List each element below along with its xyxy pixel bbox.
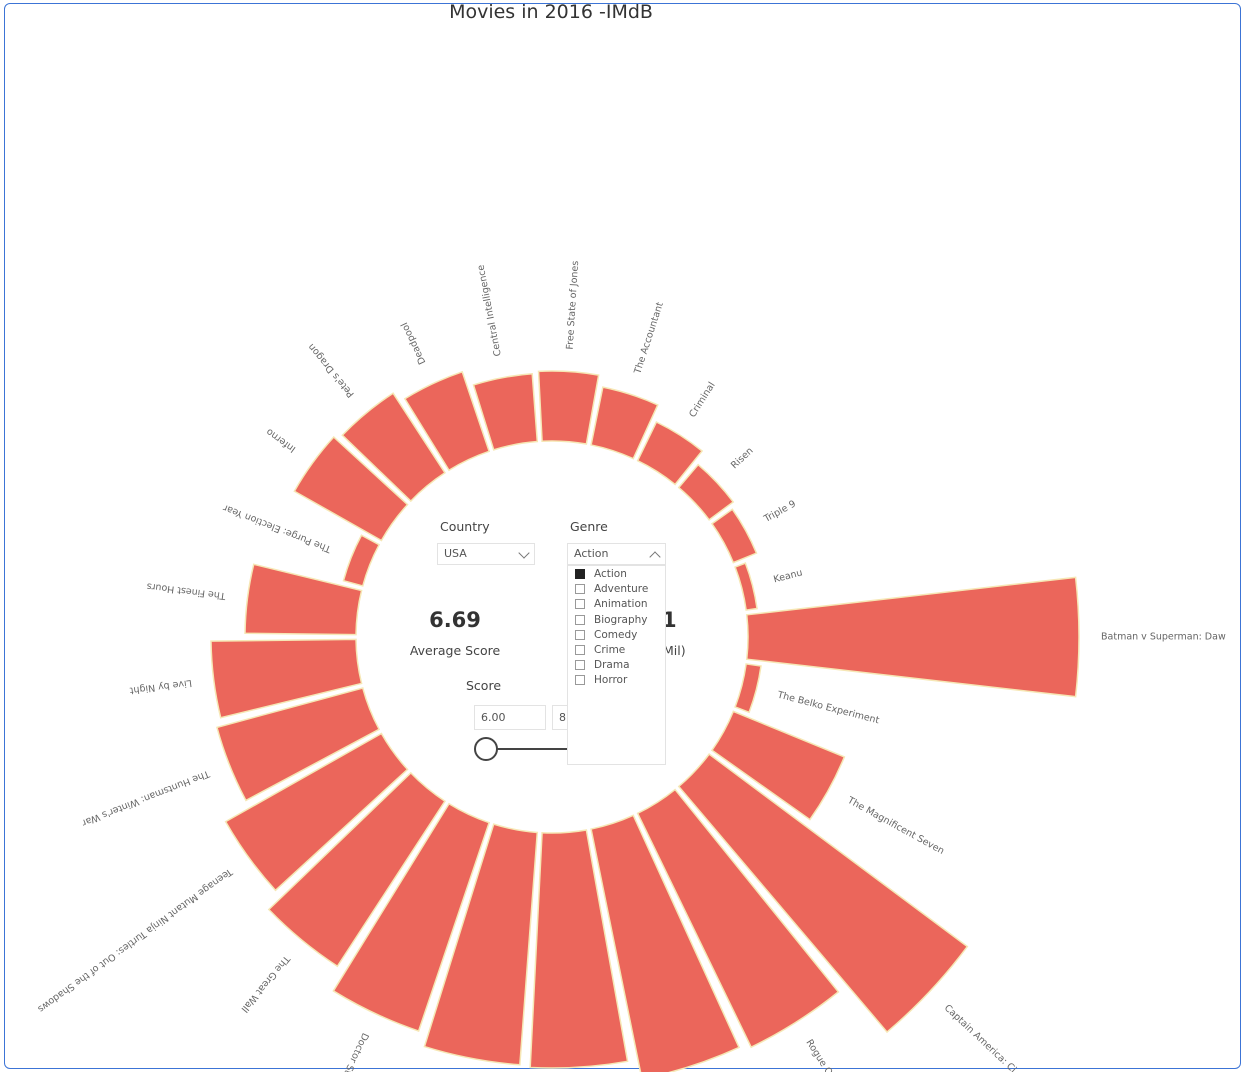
category-label: Captain America: Ci [942,1003,1018,1072]
category-label: Doctor Stran [335,1031,371,1072]
category-label: Criminal [687,380,717,419]
checkbox[interactable] [575,629,585,640]
category-label: Triple 9 [761,498,797,525]
checkbox[interactable] [575,599,585,610]
bar [636,788,840,1049]
bar [677,753,969,1034]
bar [224,732,409,892]
genre-dropdown[interactable]: Action [567,543,666,565]
slider-track [486,748,576,750]
bar [267,771,447,968]
country-dropdown[interactable]: USA [437,543,535,565]
genre-selected: Action [574,547,609,560]
genre-option-label: Animation [594,598,648,611]
category-label: Keanu [772,567,803,585]
bar [590,814,741,1072]
category-label: Free State of Jones [565,260,582,350]
bar [734,663,762,714]
category-label: Batman v Superman: Daw [1101,632,1226,643]
bar [537,370,600,445]
slider-handle[interactable] [474,737,498,761]
bar [636,421,704,486]
report-title: Movies in 2016 -IMdB [449,1,653,23]
checkbox[interactable] [575,660,585,671]
bar [472,372,539,451]
category-label: The Huntsman: Winter's War [80,767,212,828]
country-selected: USA [444,547,467,560]
genre-option[interactable]: Adventure [575,583,648,595]
category-label: The Belko Experiment [775,689,880,726]
bar [710,508,758,564]
category-label: Inferno [264,426,298,455]
checkbox[interactable] [575,645,585,655]
category-label: Teenage Mutant Ninja Turtles: Out of the… [35,865,234,1014]
category-label: The Finest Hours [146,580,227,601]
checkbox[interactable] [575,675,585,686]
score-slicer-label: Score [466,678,502,693]
genre-option[interactable]: Action [575,568,627,580]
genre-option[interactable]: Biography [575,614,648,626]
category-label: Live by Night [129,677,193,696]
category-label: The Great Wall [239,952,293,1014]
category-label: Central Intelligence [476,264,504,357]
genre-option[interactable]: Animation [575,598,648,610]
bar [342,534,381,587]
bar [341,392,447,503]
genre-option-label: Adventure [594,583,649,596]
genre-option[interactable]: Crime [575,644,625,656]
bar [745,576,1080,698]
card-value: 6.69 [429,608,481,632]
bar [293,435,409,542]
genre-option-label: Action [594,568,627,580]
genre-option-label: Drama [594,659,630,672]
bar [734,562,758,611]
category-label: Rogue One [803,1038,840,1072]
card-label: Average Score [409,643,501,658]
genre-option[interactable]: Comedy [575,629,637,641]
category-label: Risen [729,445,756,471]
checkbox[interactable] [575,569,585,579]
bar [710,710,846,821]
card-label: Mil) [663,643,686,658]
report-frame [4,3,1241,1069]
bar [529,829,629,1069]
category-label: Pete's Dragon [306,341,357,399]
checkbox[interactable] [575,584,585,595]
bar [244,563,363,636]
genre-option-label: Crime [594,644,626,656]
bar [423,823,539,1066]
bar [403,370,491,472]
category-label: Deadpool [399,320,428,366]
genre-option-label: Horror [594,674,628,687]
bar [332,802,491,1032]
score-min-input[interactable]: 6.00 [474,705,546,730]
genre-slicer-label: Genre [570,519,608,534]
chevron [649,551,661,563]
checkbox[interactable] [575,614,585,625]
category-label: The Magnificent Seven [845,795,946,857]
genre-option[interactable]: Drama [575,659,630,671]
genre-option-label: Biography [594,613,648,626]
bar [677,463,735,521]
category-label: The Accountant [632,301,666,377]
chevron [518,547,530,559]
category-label: The Purge: Election Year [222,502,334,555]
bar [590,386,659,460]
genre-option-label: Comedy [594,628,638,641]
bar [216,687,381,802]
genre-list: Action Adventure Animation Biography Comedy C… [567,565,666,765]
bar [210,638,363,719]
genre-option[interactable]: Horror [575,674,627,686]
country-slicer-label: Country [440,519,490,534]
